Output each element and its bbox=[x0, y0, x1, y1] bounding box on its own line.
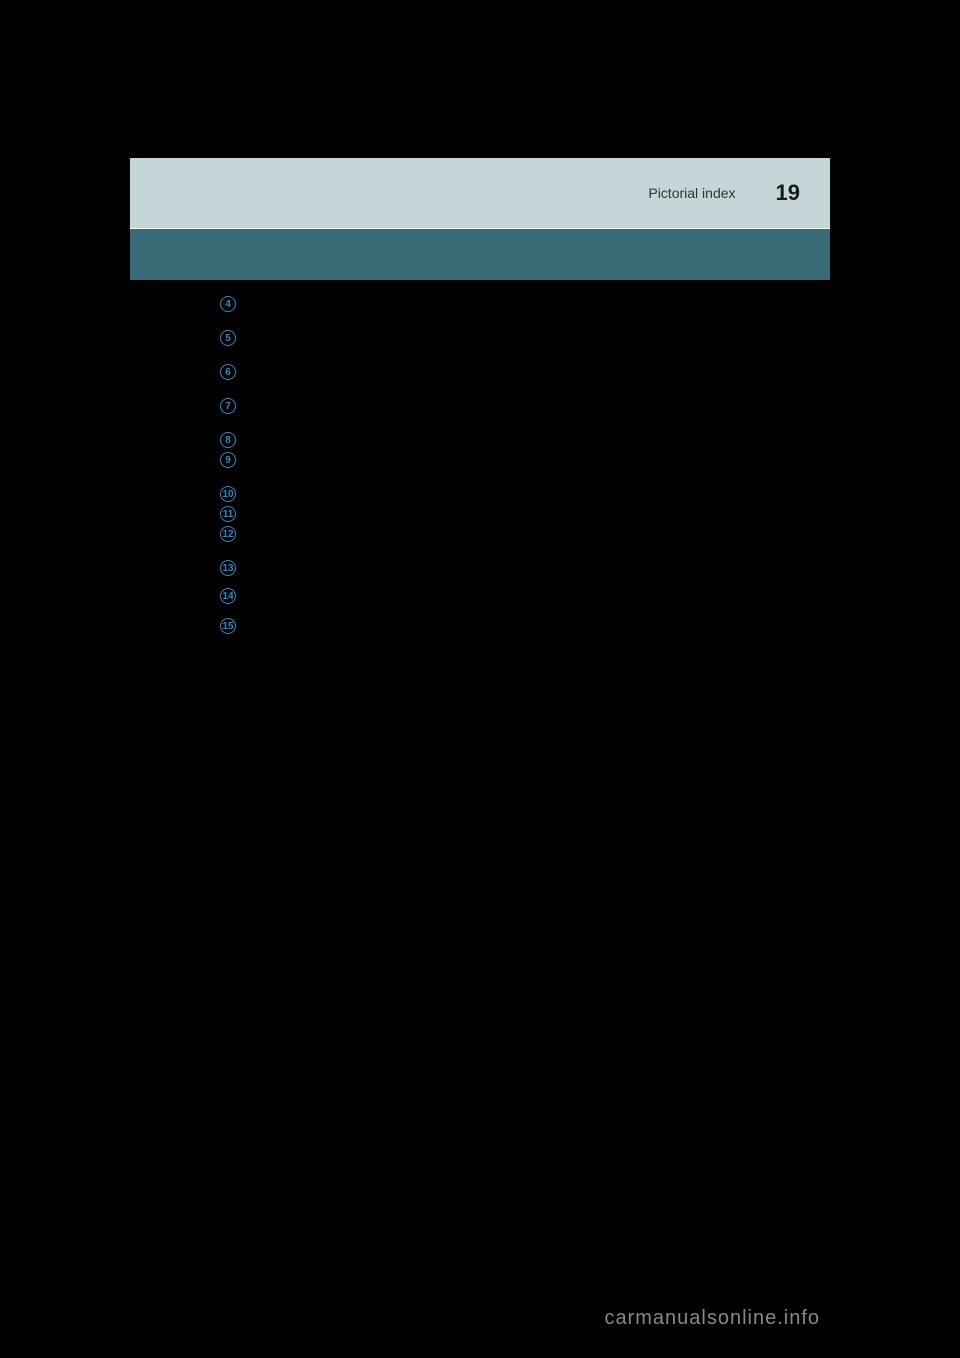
index-row: 12 bbox=[220, 526, 830, 542]
page-number: 19 bbox=[776, 180, 800, 206]
section-label: Pictorial index bbox=[648, 185, 735, 201]
index-group: 5 bbox=[220, 330, 830, 346]
index-group: 7 bbox=[220, 398, 830, 414]
number-circle-icon: 15 bbox=[220, 618, 236, 634]
number-circle-icon: 12 bbox=[220, 526, 236, 542]
number-circle-icon: 5 bbox=[220, 330, 236, 346]
index-group: 15 bbox=[220, 618, 830, 634]
number-circle-icon: 11 bbox=[220, 506, 236, 522]
index-group: 6 bbox=[220, 364, 830, 380]
manual-page: Pictorial index 19 4 5 6 bbox=[130, 158, 830, 652]
header-bottom-bar bbox=[130, 228, 830, 280]
index-row: 7 bbox=[220, 398, 830, 414]
number-circle-icon: 13 bbox=[220, 560, 236, 576]
number-circle-icon: 6 bbox=[220, 364, 236, 380]
index-group: 10 bbox=[220, 486, 830, 502]
number-circle-icon: 14 bbox=[220, 588, 236, 604]
index-group: 4 bbox=[220, 296, 830, 312]
index-group: 14 bbox=[220, 588, 830, 604]
number-circle-icon: 4 bbox=[220, 296, 236, 312]
index-row: 8 bbox=[220, 432, 830, 448]
index-row: 11 bbox=[220, 506, 830, 522]
number-circle-icon: 7 bbox=[220, 398, 236, 414]
index-group: 12 bbox=[220, 526, 830, 542]
index-group: 8 bbox=[220, 432, 830, 448]
index-row: 10 bbox=[220, 486, 830, 502]
content-area: 4 5 6 7 bbox=[130, 280, 830, 634]
index-group: 11 bbox=[220, 506, 830, 522]
index-row: 4 bbox=[220, 296, 830, 312]
number-circle-icon: 9 bbox=[220, 452, 236, 468]
index-row: 15 bbox=[220, 618, 830, 634]
index-row: 6 bbox=[220, 364, 830, 380]
number-circle-icon: 10 bbox=[220, 486, 236, 502]
index-group: 9 bbox=[220, 452, 830, 468]
index-row: 9 bbox=[220, 452, 830, 468]
index-group: 13 bbox=[220, 560, 830, 576]
index-row: 13 bbox=[220, 560, 830, 576]
index-row: 14 bbox=[220, 588, 830, 604]
header-top-bar: Pictorial index 19 bbox=[130, 158, 830, 228]
number-circle-icon: 8 bbox=[220, 432, 236, 448]
watermark-text: carmanualsonline.info bbox=[604, 1307, 820, 1330]
index-row: 5 bbox=[220, 330, 830, 346]
